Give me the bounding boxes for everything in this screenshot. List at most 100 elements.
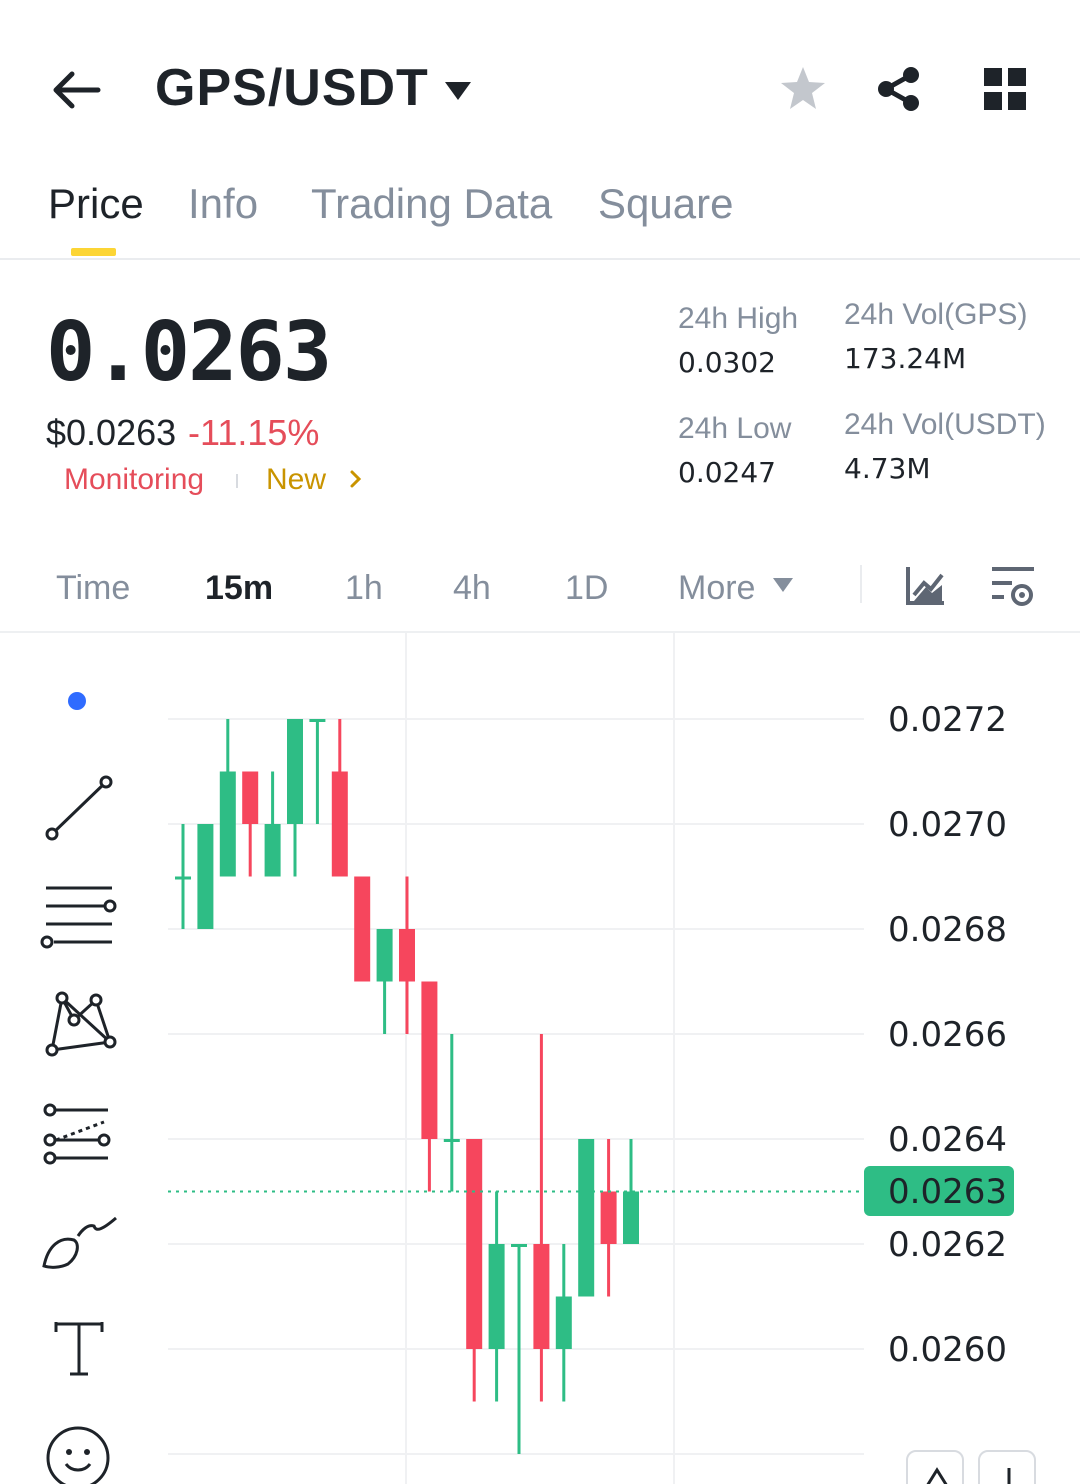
caret-down-icon[interactable] (772, 577, 794, 593)
chevron-up-icon (926, 1467, 948, 1484)
candle-body (197, 824, 214, 929)
chevron-right-icon[interactable] (346, 466, 366, 492)
usd-price: $0.0263 (46, 412, 177, 453)
price-change: -11.15% (188, 412, 320, 453)
interval-15m[interactable]: 15m (205, 569, 274, 607)
share-icon[interactable] (874, 64, 924, 114)
candle (354, 876, 371, 982)
interval-1d[interactable]: 1D (565, 569, 609, 607)
candle (264, 771, 281, 877)
tag-new[interactable]: New (266, 463, 327, 496)
candle-body (421, 981, 438, 1139)
candle (600, 1139, 617, 1297)
last-price: 0.0263 (46, 305, 332, 400)
candle (197, 824, 214, 929)
tag-separator (236, 474, 238, 488)
stat-vol-quote-label: 24h Vol(USDT) (844, 408, 1046, 441)
candle-body (466, 1139, 483, 1349)
candle-body (488, 1244, 505, 1349)
candle (175, 824, 191, 929)
chevron-down-icon (1007, 1468, 1011, 1484)
brush-tool-icon[interactable] (38, 1210, 120, 1292)
star-icon[interactable] (778, 64, 828, 114)
y-axis-labels: 0.0272 0.0270 0.0268 0.0266 0.0264 0.0262 0.02… (888, 700, 1007, 1370)
candle (287, 719, 303, 877)
pair-title[interactable]: GPS/USDT (155, 59, 429, 117)
chart-gridlines (168, 718, 864, 1455)
caret-down-icon[interactable] (443, 80, 473, 102)
candles-layer (175, 719, 639, 1454)
tab-square[interactable]: Square (598, 180, 734, 227)
y-tick-label: 0.0260 (888, 1330, 1007, 1370)
tool-indicator-dot (68, 692, 86, 710)
interval-more[interactable]: More (678, 569, 756, 607)
indicator-chart-icon[interactable] (904, 565, 946, 607)
candle (331, 719, 348, 877)
chart-settings-icon[interactable] (990, 563, 1036, 609)
candle-body (533, 1244, 550, 1349)
interval-time[interactable]: Time (56, 569, 131, 607)
candle (623, 1139, 639, 1244)
candle-body (219, 771, 236, 877)
candle-body (399, 929, 415, 982)
tab-trading-data[interactable]: Trading Data (311, 180, 553, 227)
interval-bar: Time 15m 1h 4h 1D More (0, 545, 1080, 633)
back-arrow-icon[interactable] (48, 62, 104, 118)
candle (443, 1034, 460, 1192)
candle-body (600, 1191, 617, 1244)
zoom-in-button[interactable] (906, 1450, 964, 1484)
candle-body (555, 1296, 572, 1349)
candle (578, 1139, 595, 1297)
stat-high-label: 24h High (678, 302, 799, 335)
tab-info[interactable]: Info (188, 180, 259, 227)
tab-bar: Price Info Trading Data Square (0, 170, 1080, 260)
emoji-tool-icon[interactable] (38, 1418, 120, 1484)
header: GPS/USDT (0, 0, 1080, 170)
interval-divider (860, 565, 862, 603)
candle (511, 1244, 527, 1454)
current-price-label: 0.0263 (888, 1172, 1007, 1212)
interval-1h[interactable]: 1h (345, 569, 383, 607)
candle-body (511, 1244, 527, 1247)
candle (219, 719, 236, 877)
active-tab-indicator (71, 248, 116, 256)
candle (533, 1034, 550, 1402)
y-tick-label: 0.0272 (888, 700, 1007, 740)
y-tick-label: 0.0268 (888, 910, 1007, 950)
candle (242, 771, 259, 877)
horizontal-lines-tool-icon[interactable] (38, 878, 120, 960)
grid-icon[interactable] (982, 66, 1028, 112)
stat-low-value: 0.0247 (678, 456, 776, 489)
text-tool-icon[interactable] (38, 1312, 120, 1394)
candle-body (623, 1191, 639, 1244)
stat-high-value: 0.0302 (678, 346, 776, 379)
stat-low-label: 24h Low (678, 412, 792, 445)
y-tick-label: 0.0264 (888, 1120, 1007, 1160)
candle (421, 981, 438, 1192)
candle-body (309, 719, 326, 722)
candle-body (287, 719, 303, 824)
candle-body (331, 771, 348, 877)
candle-body (376, 929, 393, 982)
pattern-tool-icon[interactable] (38, 986, 120, 1068)
candle-body (578, 1139, 595, 1297)
trend-line-tool-icon[interactable] (38, 768, 120, 850)
stat-vol-quote-value: 4.73M (844, 452, 931, 485)
tag-monitoring[interactable]: Monitoring (64, 463, 205, 496)
candle (399, 876, 415, 1034)
stat-vol-base-value: 173.24M (844, 342, 967, 375)
current-price-tag (864, 1166, 1014, 1216)
interval-4h[interactable]: 4h (453, 569, 491, 607)
y-tick-label: 0.0262 (888, 1225, 1007, 1265)
candle-body (354, 876, 371, 982)
stat-vol-base-label: 24h Vol(GPS) (844, 298, 1028, 331)
zoom-out-button[interactable] (978, 1450, 1036, 1484)
candle-body (443, 1139, 460, 1142)
tab-price[interactable]: Price (48, 180, 144, 227)
candle (376, 929, 393, 1034)
price-chart[interactable]: 0.0272 0.0270 0.0268 0.0266 0.0264 0.0262 0.02… (0, 633, 1080, 1484)
candle (466, 1139, 483, 1402)
candle-body (242, 771, 259, 824)
fibonacci-tool-icon[interactable] (38, 1098, 120, 1180)
candle-body (175, 876, 191, 880)
